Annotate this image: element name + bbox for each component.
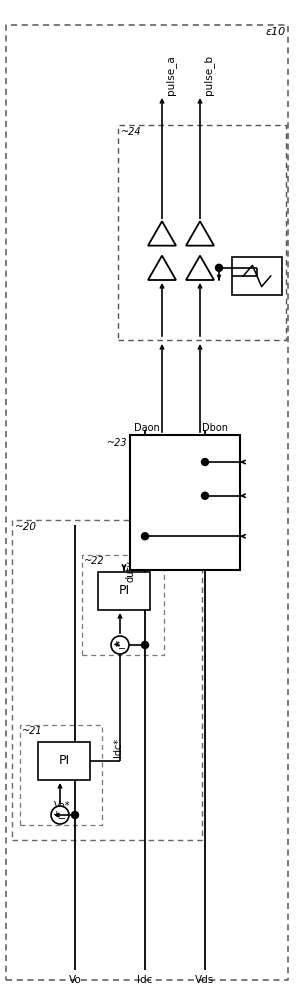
Text: duty: duty xyxy=(126,560,136,582)
Circle shape xyxy=(142,642,148,648)
Circle shape xyxy=(201,458,209,466)
Text: ε10: ε10 xyxy=(266,27,286,37)
Circle shape xyxy=(142,533,148,540)
Bar xyxy=(232,257,282,295)
Circle shape xyxy=(215,264,223,271)
Circle shape xyxy=(72,812,78,818)
Text: ~21: ~21 xyxy=(22,726,43,736)
Text: ~22: ~22 xyxy=(84,556,105,566)
Text: ~24: ~24 xyxy=(121,127,142,137)
Text: Vo: Vo xyxy=(69,975,81,985)
Text: −: − xyxy=(118,644,126,654)
Text: pulse_a: pulse_a xyxy=(165,55,176,95)
Text: ~23: ~23 xyxy=(107,438,128,448)
Circle shape xyxy=(51,806,69,824)
Text: pulse_b: pulse_b xyxy=(203,55,214,95)
Text: Idc: Idc xyxy=(137,975,153,985)
Text: PI: PI xyxy=(118,584,130,597)
Text: Dbon: Dbon xyxy=(202,423,228,433)
Text: +: + xyxy=(52,810,60,819)
Text: ~20: ~20 xyxy=(15,522,37,532)
Text: PI: PI xyxy=(58,754,69,768)
Text: +: + xyxy=(112,640,120,649)
Bar xyxy=(38,742,90,780)
Circle shape xyxy=(201,492,209,499)
Text: −: − xyxy=(58,814,66,824)
Circle shape xyxy=(111,636,129,654)
Bar xyxy=(98,572,150,610)
Text: Daon: Daon xyxy=(134,423,160,433)
Text: Idc*: Idc* xyxy=(113,738,123,757)
Text: Vo*: Vo* xyxy=(54,801,70,811)
Text: Vds: Vds xyxy=(195,975,215,985)
Bar xyxy=(130,435,240,570)
